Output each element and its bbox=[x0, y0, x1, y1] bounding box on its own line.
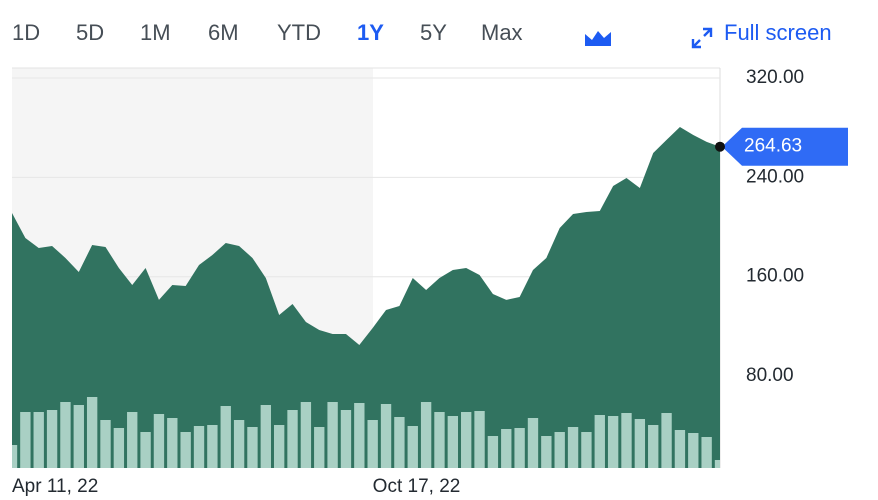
volume-bar bbox=[447, 416, 459, 468]
range-tab[interactable]: Max bbox=[481, 20, 523, 45]
volume-bar bbox=[167, 418, 178, 468]
volume-bar bbox=[300, 402, 312, 468]
range-tab[interactable]: 6M bbox=[208, 20, 239, 45]
full-screen-button[interactable]: Full screen bbox=[724, 20, 832, 45]
volume-bar bbox=[46, 410, 58, 468]
volume-bar bbox=[247, 427, 258, 468]
volume-bar bbox=[113, 428, 125, 468]
volume-bar bbox=[86, 397, 98, 468]
volume-bar bbox=[674, 430, 686, 468]
volume-bar bbox=[12, 445, 18, 468]
volume-bar bbox=[554, 432, 565, 468]
volume-bar bbox=[621, 413, 632, 468]
volume-bar bbox=[180, 432, 191, 468]
volume-bar bbox=[314, 427, 325, 468]
volume-bar bbox=[273, 425, 285, 468]
volume-bar bbox=[514, 428, 525, 468]
last-value-label: 264.63 bbox=[744, 136, 802, 157]
volume-bar bbox=[193, 426, 205, 468]
volume-bar bbox=[594, 415, 605, 468]
volume-bar bbox=[354, 403, 365, 468]
range-tab[interactable]: YTD bbox=[277, 20, 321, 45]
x-tick-label: Apr 11, 22 bbox=[12, 476, 98, 497]
volume-bar bbox=[527, 418, 539, 468]
volume-bar bbox=[100, 420, 111, 468]
toolbar: Full screen 1D 5D 1M 6M YTD 1Y 5Y Max bbox=[0, 0, 878, 70]
y-tick-label: 240.00 bbox=[746, 166, 804, 187]
volume-bar bbox=[60, 402, 71, 468]
y-tick-label: 80.00 bbox=[746, 365, 794, 386]
range-tab[interactable]: 1Y bbox=[357, 20, 384, 45]
range-tab[interactable]: 5D bbox=[76, 20, 105, 45]
volume-bar bbox=[127, 412, 138, 468]
volume-bar bbox=[20, 412, 31, 468]
range-tab[interactable]: 1M bbox=[140, 20, 171, 45]
volume-bar bbox=[501, 429, 512, 468]
volume-bars bbox=[12, 397, 720, 468]
volume-bar bbox=[434, 412, 445, 468]
volume-bar bbox=[73, 405, 84, 468]
volume-bar bbox=[634, 419, 646, 468]
volume-bar bbox=[581, 432, 592, 468]
volume-bar bbox=[688, 433, 699, 468]
y-tick-label: 320.00 bbox=[746, 67, 804, 88]
volume-bar bbox=[541, 436, 552, 468]
volume-bar bbox=[220, 406, 231, 468]
volume-bar bbox=[714, 460, 720, 468]
x-tick-label: Oct 17, 22 bbox=[373, 476, 461, 497]
fullscreen-icon[interactable] bbox=[690, 26, 714, 50]
volume-bar bbox=[607, 416, 619, 468]
volume-bar bbox=[380, 404, 392, 468]
volume-bar bbox=[140, 432, 151, 468]
volume-bar bbox=[327, 402, 338, 468]
volume-bar bbox=[233, 420, 245, 468]
last-value-dot bbox=[715, 141, 725, 152]
volume-bar bbox=[367, 420, 378, 468]
chart-type-icon[interactable] bbox=[584, 28, 612, 48]
range-tab[interactable]: 1D bbox=[12, 20, 41, 45]
range-tab[interactable]: 5Y bbox=[420, 20, 447, 45]
volume-bar bbox=[701, 437, 712, 468]
volume-bar bbox=[407, 426, 418, 468]
volume-bar bbox=[661, 413, 672, 468]
volume-bar bbox=[287, 410, 298, 468]
price-area bbox=[12, 127, 720, 468]
volume-bar bbox=[153, 414, 165, 468]
volume-bar bbox=[474, 411, 485, 468]
last-value-tag bbox=[722, 127, 848, 166]
volume-bar bbox=[340, 410, 352, 468]
volume-bar bbox=[487, 436, 499, 468]
volume-bar bbox=[207, 425, 218, 468]
volume-bar bbox=[420, 402, 432, 468]
volume-bar bbox=[648, 425, 659, 468]
volume-bar bbox=[461, 412, 472, 468]
volume-bar bbox=[260, 405, 271, 468]
volume-bar bbox=[33, 412, 44, 468]
y-tick-label: 160.00 bbox=[746, 266, 804, 287]
volume-bar bbox=[567, 427, 579, 468]
volume-bar bbox=[394, 417, 405, 468]
